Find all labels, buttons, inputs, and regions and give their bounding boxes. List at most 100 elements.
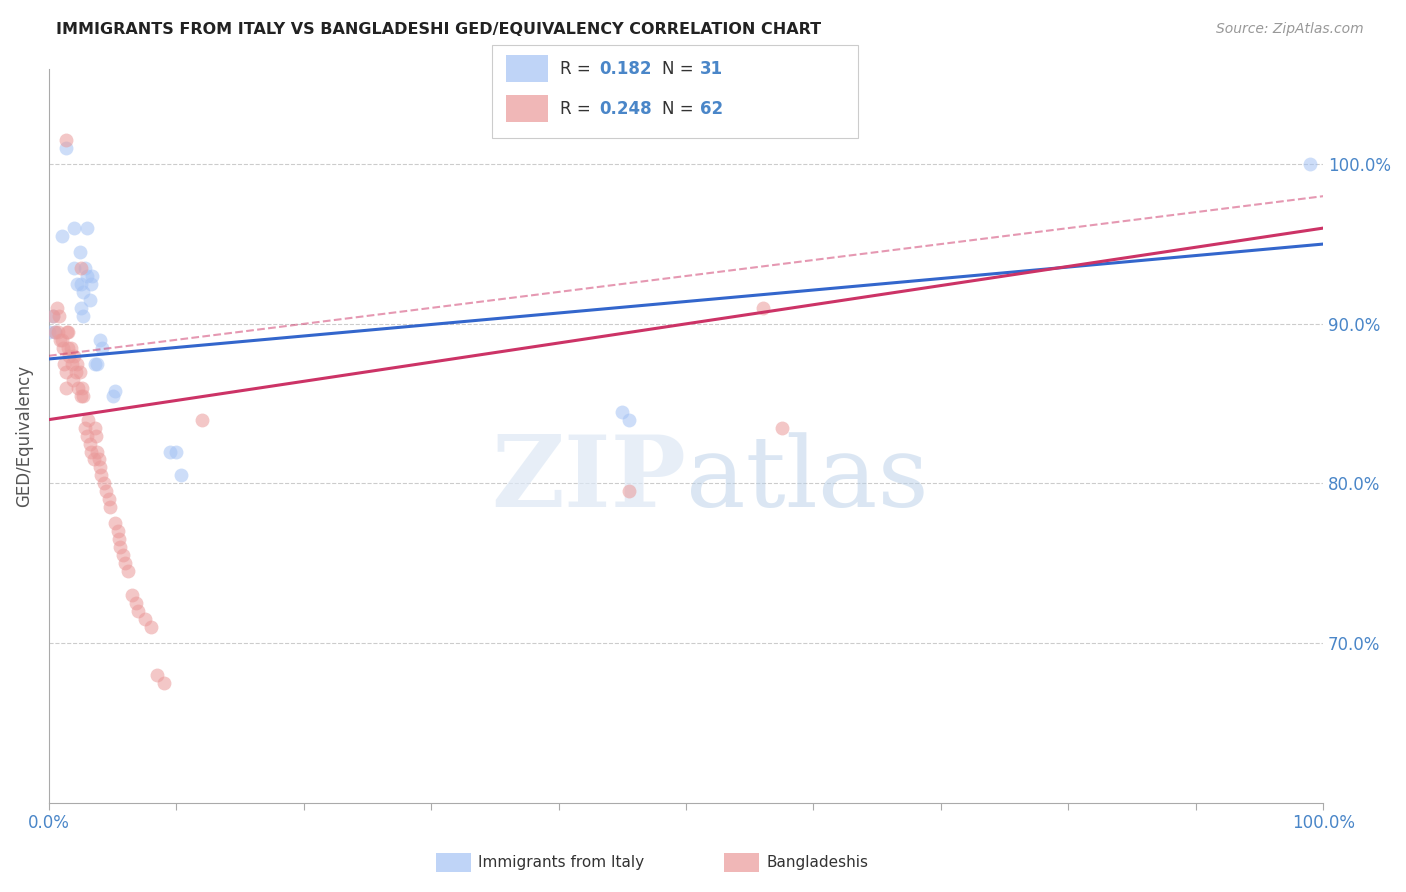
- Point: [114, 556, 136, 570]
- Point: [65, 365, 87, 379]
- Point: [56, 325, 79, 339]
- Point: [73, 260, 96, 275]
- Point: [124, 596, 146, 610]
- Point: [110, 541, 132, 555]
- Text: N =: N =: [662, 60, 699, 78]
- Text: Bangladeshis: Bangladeshis: [766, 855, 869, 870]
- Point: [63, 221, 86, 235]
- Point: [69, 301, 91, 315]
- Point: [90, 468, 112, 483]
- Point: [48, 309, 70, 323]
- Point: [146, 668, 169, 682]
- Point: [63, 260, 86, 275]
- Point: [117, 564, 139, 578]
- Point: [69, 245, 91, 260]
- Point: [51, 229, 73, 244]
- Point: [770, 420, 793, 434]
- Point: [1299, 157, 1322, 171]
- Point: [617, 484, 640, 499]
- Point: [55, 133, 77, 147]
- Point: [104, 384, 127, 398]
- Point: [56, 325, 79, 339]
- Point: [69, 260, 91, 275]
- Point: [83, 452, 105, 467]
- Point: [76, 428, 98, 442]
- Point: [45, 301, 67, 315]
- Point: [83, 357, 105, 371]
- Point: [56, 341, 79, 355]
- Text: ZIP: ZIP: [491, 431, 686, 528]
- Point: [165, 444, 187, 458]
- Point: [72, 389, 94, 403]
- Point: [72, 309, 94, 323]
- Point: [76, 221, 98, 235]
- Point: [69, 277, 91, 291]
- Point: [44, 325, 66, 339]
- Point: [79, 436, 101, 450]
- Text: atlas: atlas: [686, 432, 929, 527]
- Point: [73, 420, 96, 434]
- Point: [46, 325, 69, 339]
- Point: [97, 492, 120, 507]
- Point: [80, 277, 103, 291]
- Text: 0.248: 0.248: [599, 100, 651, 118]
- Point: [91, 341, 114, 355]
- Point: [80, 444, 103, 458]
- Point: [66, 357, 89, 371]
- Point: [139, 620, 162, 634]
- Point: [42, 309, 65, 323]
- Text: Immigrants from Italy: Immigrants from Italy: [478, 855, 644, 870]
- Text: R =: R =: [560, 100, 596, 118]
- Point: [60, 357, 83, 371]
- Text: 62: 62: [700, 100, 723, 118]
- Point: [49, 333, 72, 347]
- Point: [121, 588, 143, 602]
- Point: [44, 325, 66, 339]
- Point: [101, 389, 124, 403]
- Point: [53, 357, 76, 371]
- Point: [86, 444, 108, 458]
- Text: N =: N =: [662, 100, 699, 118]
- Point: [159, 444, 181, 458]
- Point: [98, 500, 121, 515]
- Text: Source: ZipAtlas.com: Source: ZipAtlas.com: [1216, 22, 1364, 37]
- Point: [59, 341, 82, 355]
- Point: [51, 333, 73, 347]
- Point: [108, 533, 131, 547]
- Point: [84, 428, 107, 442]
- Point: [63, 349, 86, 363]
- Text: IMMIGRANTS FROM ITALY VS BANGLADESHI GED/EQUIVALENCY CORRELATION CHART: IMMIGRANTS FROM ITALY VS BANGLADESHI GED…: [56, 22, 821, 37]
- Point: [69, 365, 91, 379]
- Point: [751, 301, 773, 315]
- Point: [191, 412, 214, 426]
- Text: 31: 31: [700, 60, 723, 78]
- Point: [67, 381, 90, 395]
- Point: [42, 309, 65, 323]
- Y-axis label: GED/Equivalency: GED/Equivalency: [15, 365, 32, 507]
- Point: [79, 293, 101, 307]
- Point: [134, 612, 156, 626]
- Point: [104, 516, 127, 531]
- Point: [87, 452, 110, 467]
- Point: [111, 548, 134, 562]
- Point: [70, 381, 93, 395]
- Point: [52, 341, 75, 355]
- Point: [55, 365, 77, 379]
- Point: [612, 404, 634, 418]
- Text: R =: R =: [560, 60, 596, 78]
- Point: [89, 333, 111, 347]
- Point: [96, 484, 118, 499]
- Point: [93, 476, 115, 491]
- Point: [58, 349, 80, 363]
- Point: [152, 676, 174, 690]
- Point: [83, 420, 105, 434]
- Point: [76, 268, 98, 283]
- Point: [62, 373, 84, 387]
- Point: [617, 412, 640, 426]
- Point: [66, 277, 89, 291]
- Point: [89, 460, 111, 475]
- Point: [86, 357, 108, 371]
- Point: [38, 325, 60, 339]
- Point: [69, 389, 91, 403]
- Point: [107, 524, 129, 539]
